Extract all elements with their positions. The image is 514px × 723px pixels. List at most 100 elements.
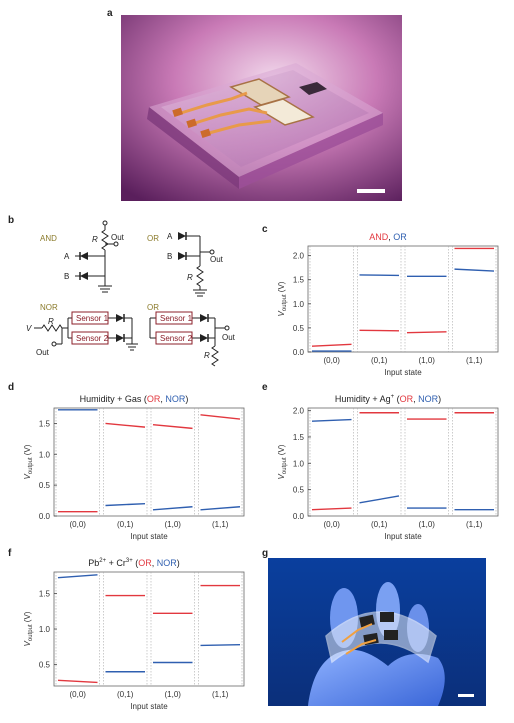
series-segment-red xyxy=(105,422,146,428)
y-tick-label: 0.0 xyxy=(293,512,305,521)
x-axis-label: Input state xyxy=(130,702,168,711)
chart-title-part: ( xyxy=(394,394,400,404)
nor-sensor2: Sensor 2 xyxy=(76,334,109,343)
series-segment-blue xyxy=(57,574,98,579)
x-tick-label: (0,0) xyxy=(70,690,87,699)
chart-title-part: Humidity + Gas ( xyxy=(79,394,147,404)
chart-c: AND, OR 0.0 0.5 1.0 1.5 2.0 (0,0) (0,1) (1,0) (1… xyxy=(268,232,508,382)
y-tick-label: 0.0 xyxy=(293,348,305,357)
plot-frame xyxy=(307,245,499,353)
y-axis-label: Voutput (V) xyxy=(277,281,288,316)
chart-title-part: OR xyxy=(138,558,152,568)
x-tick-label: (1,0) xyxy=(419,520,436,529)
chart-title-part: OR xyxy=(399,394,414,404)
or-diode-a xyxy=(178,232,186,240)
chart-title-part: , xyxy=(413,394,419,404)
x-axis-label: Input state xyxy=(384,532,422,541)
x-tick-label: (0,1) xyxy=(117,690,134,699)
panel-letter-d: d xyxy=(8,382,15,393)
chart-e: Humidity + Ag+ (OR, NOR) 0.0 0.5 1.0 1.5 2.0… xyxy=(268,394,508,546)
nor-circuit-label: NOR xyxy=(40,303,58,312)
series-segment-blue xyxy=(311,418,352,422)
and-circuit-label: AND xyxy=(40,234,57,243)
nor-circuit xyxy=(34,317,138,351)
plot-frame xyxy=(53,407,245,517)
chart-title-part: + xyxy=(390,394,395,400)
x-tick-label: (0,1) xyxy=(371,520,388,529)
x-tick-label: (1,1) xyxy=(466,520,483,529)
or-input-a: A xyxy=(167,232,173,241)
series-segment-red xyxy=(311,343,352,347)
or2-resistor-label: R xyxy=(204,351,210,360)
y-tick-label: 0.5 xyxy=(39,661,51,670)
x-tick-label: (1,0) xyxy=(165,690,182,699)
x-tick-label: (1,0) xyxy=(419,356,436,365)
panel-letter-e: e xyxy=(262,382,268,393)
logic-circuit-diagrams: AND A B R Out OR A B R Out NOR xyxy=(26,220,236,367)
y-tick-label: 0.0 xyxy=(39,512,51,521)
chart-title-part: 3+ xyxy=(125,558,133,564)
x-tick-label: (0,1) xyxy=(371,356,388,365)
or-diode-b xyxy=(178,252,186,260)
flexible-device-photo xyxy=(268,558,486,706)
y-tick-label: 2.0 xyxy=(293,407,305,416)
or-input-b: B xyxy=(167,252,172,261)
y-tick-label: 1.5 xyxy=(39,419,51,428)
chart-title-part: OR xyxy=(146,394,161,404)
and-input-a: A xyxy=(64,252,70,261)
x-tick-label: (1,1) xyxy=(212,690,229,699)
or-circuit xyxy=(178,235,215,297)
device-photo xyxy=(121,15,402,201)
nor-resistor-label: R xyxy=(48,317,54,326)
or2-out-label: Out xyxy=(222,333,236,342)
y-tick-label: 1.0 xyxy=(39,450,51,459)
y-tick-label: 1.0 xyxy=(39,625,51,634)
x-tick-label: (1,1) xyxy=(212,520,229,529)
y-tick-label: 2.0 xyxy=(293,252,305,261)
y-tick-label: 1.5 xyxy=(39,589,51,598)
chart-title-part: AND xyxy=(369,232,389,242)
nor-sensor1: Sensor 1 xyxy=(76,314,109,323)
or2-circuit-label: OR xyxy=(147,303,159,312)
y-tick-label: 1.0 xyxy=(293,459,305,468)
chart-title-part: , xyxy=(160,394,166,404)
chart-title-part: ) xyxy=(438,394,442,404)
chart-title-part: NOR xyxy=(165,394,186,404)
nor-voltage-label: V xyxy=(26,324,32,333)
x-axis-label: Input state xyxy=(384,368,422,377)
series-segment-blue xyxy=(105,502,146,507)
chart-svg: 0.0 0.5 1.0 1.5 2.0 (0,0) (0,1) (1,0) (1,1) Input… xyxy=(277,245,499,377)
y-tick-label: 0.5 xyxy=(293,486,305,495)
or-circuit-label: OR xyxy=(147,234,159,243)
series-segment-blue xyxy=(152,506,193,511)
chart-title-part: NOR xyxy=(418,394,439,404)
or2-circuit xyxy=(149,317,230,367)
y-tick-label: 1.5 xyxy=(293,433,305,442)
chart-title-part: + Cr xyxy=(106,558,126,568)
chart-title-part: , xyxy=(151,558,157,568)
chart-svg: 0.5 1.0 1.5 (0,0) (0,1) (1,0) (1,1) Input state… xyxy=(23,571,245,711)
series-segment-red xyxy=(311,507,352,511)
y-tick-label: 0.5 xyxy=(39,481,51,490)
chart-title: Humidity + Ag+ (OR, NOR) xyxy=(268,394,508,404)
or2-sensor1: Sensor 1 xyxy=(160,314,193,323)
chart-title-part: Humidity + Ag xyxy=(334,394,391,404)
series-segment-blue xyxy=(200,506,241,511)
series-segment-red xyxy=(406,331,447,334)
chart-title: Humidity + Gas (OR, NOR) xyxy=(14,394,254,404)
x-tick-label: (0,1) xyxy=(117,520,134,529)
chart-d: Humidity + Gas (OR, NOR) 0.0 0.5 1.0 1.5 (0,… xyxy=(14,394,254,546)
panel-letter-a: a xyxy=(107,8,113,19)
and-resistor-label: R xyxy=(92,235,98,244)
chart-title: AND, OR xyxy=(268,232,508,242)
and-out-label: Out xyxy=(111,233,125,242)
y-tick-label: 0.5 xyxy=(293,324,305,333)
series-segment-blue xyxy=(454,268,495,272)
chart-title-part: OR xyxy=(393,232,407,242)
x-axis-label: Input state xyxy=(130,532,168,541)
chart-title: Pb2+ + Cr3+ (OR, NOR) xyxy=(14,558,254,568)
chart-svg: 0.0 0.5 1.0 1.5 2.0 (0,0) (0,1) (1,0) (1,1) Input… xyxy=(277,407,499,541)
chart-title-part: ) xyxy=(176,558,180,568)
x-tick-label: (1,1) xyxy=(466,356,483,365)
panel-letter-c: c xyxy=(262,224,268,235)
